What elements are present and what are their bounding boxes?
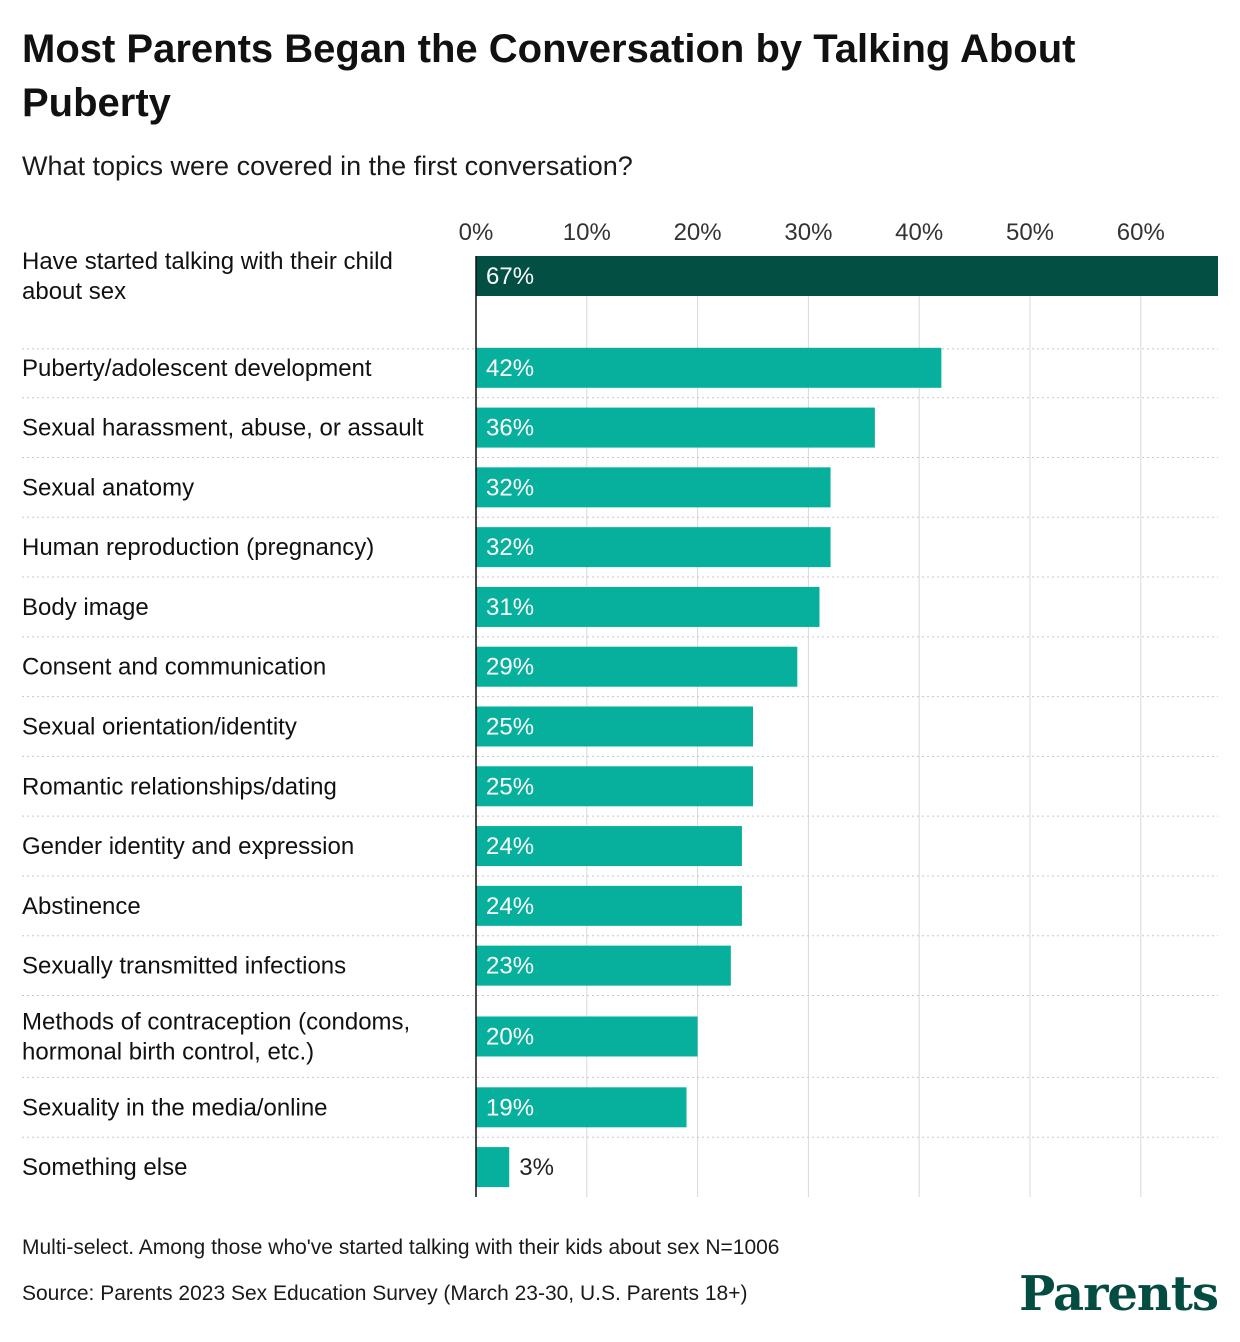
category-label: Romantic relationships/dating <box>22 773 337 800</box>
bar <box>476 1147 510 1188</box>
category-label: Methods of contraception (condoms, hormon… <box>22 1008 410 1065</box>
bar <box>476 885 742 926</box>
bar <box>476 586 820 627</box>
category-label: Sexual anatomy <box>22 474 194 501</box>
source-note: Source: Parents 2023 Sex Education Surve… <box>22 1282 748 1305</box>
value-label: 20% <box>486 1023 534 1050</box>
x-tick-label: 50% <box>1006 219 1054 246</box>
category-label: Sexual harassment, abuse, or assault <box>22 415 424 442</box>
value-label: 31% <box>486 594 534 621</box>
chart-subtitle: What topics were covered in the first co… <box>22 151 633 181</box>
bar <box>476 766 753 807</box>
value-label: 32% <box>486 474 534 501</box>
parents-logo: Parents <box>1019 1266 1219 1322</box>
bar <box>476 347 942 388</box>
value-label: 19% <box>486 1094 534 1121</box>
bar <box>476 706 753 747</box>
x-tick-label: 40% <box>895 219 943 246</box>
bar <box>476 407 875 448</box>
category-label: Abstinence <box>22 893 141 920</box>
x-tick-label: 30% <box>784 219 832 246</box>
value-labels: 67% 42% 36% 32% 32% 31% 29% 25% 25% 24% 24% 23% 20% 1… <box>486 263 554 1181</box>
x-tick-label: 0% <box>459 219 494 246</box>
bar <box>476 646 798 687</box>
value-label: 25% <box>486 773 534 800</box>
category-label: Sexually transmitted infections <box>22 953 346 980</box>
x-tick-label: 60% <box>1117 219 1165 246</box>
value-label: 42% <box>486 355 534 382</box>
category-label: Puberty/adolescent development <box>22 355 372 382</box>
bar <box>476 945 731 986</box>
row-separators <box>22 348 1218 1138</box>
bar <box>476 1087 687 1128</box>
category-label: Gender identity and expression <box>22 833 354 860</box>
value-label: 67% <box>486 263 534 290</box>
bar <box>476 256 1218 296</box>
category-label: Something else <box>22 1154 187 1181</box>
value-label: 23% <box>486 953 534 980</box>
chart-title: Most Parents Began the Conversation by T… <box>22 27 1076 125</box>
category-label: Body image <box>22 594 149 621</box>
category-label: Have started talking with their child abo… <box>22 248 393 305</box>
category-labels: Have started talking with their child abo… <box>22 248 424 1181</box>
category-label: Human reproduction (pregnancy) <box>22 534 374 561</box>
value-label: 32% <box>486 534 534 561</box>
category-label: Sexuality in the media/online <box>22 1094 328 1121</box>
category-label: Sexual orientation/identity <box>22 714 297 741</box>
bars <box>476 256 1218 1188</box>
bar-chart: 0% 10% 20% 30% 40% 50% 60% Have started talkin… <box>22 219 1218 1197</box>
x-axis-ticks: 0% 10% 20% 30% 40% 50% 60% <box>459 219 1165 246</box>
bar <box>476 826 742 867</box>
bar <box>476 1016 698 1057</box>
value-label: 29% <box>486 654 534 681</box>
bar <box>476 467 831 508</box>
value-label: 3% <box>519 1154 554 1181</box>
category-label: Consent and communication <box>22 654 326 681</box>
value-label: 25% <box>486 714 534 741</box>
value-label: 36% <box>486 415 534 442</box>
value-label: 24% <box>486 893 534 920</box>
footnote: Multi-select. Among those who've started… <box>22 1236 780 1259</box>
x-tick-label: 20% <box>674 219 722 246</box>
x-tick-label: 10% <box>563 219 611 246</box>
bar <box>476 527 831 568</box>
value-label: 24% <box>486 833 534 860</box>
